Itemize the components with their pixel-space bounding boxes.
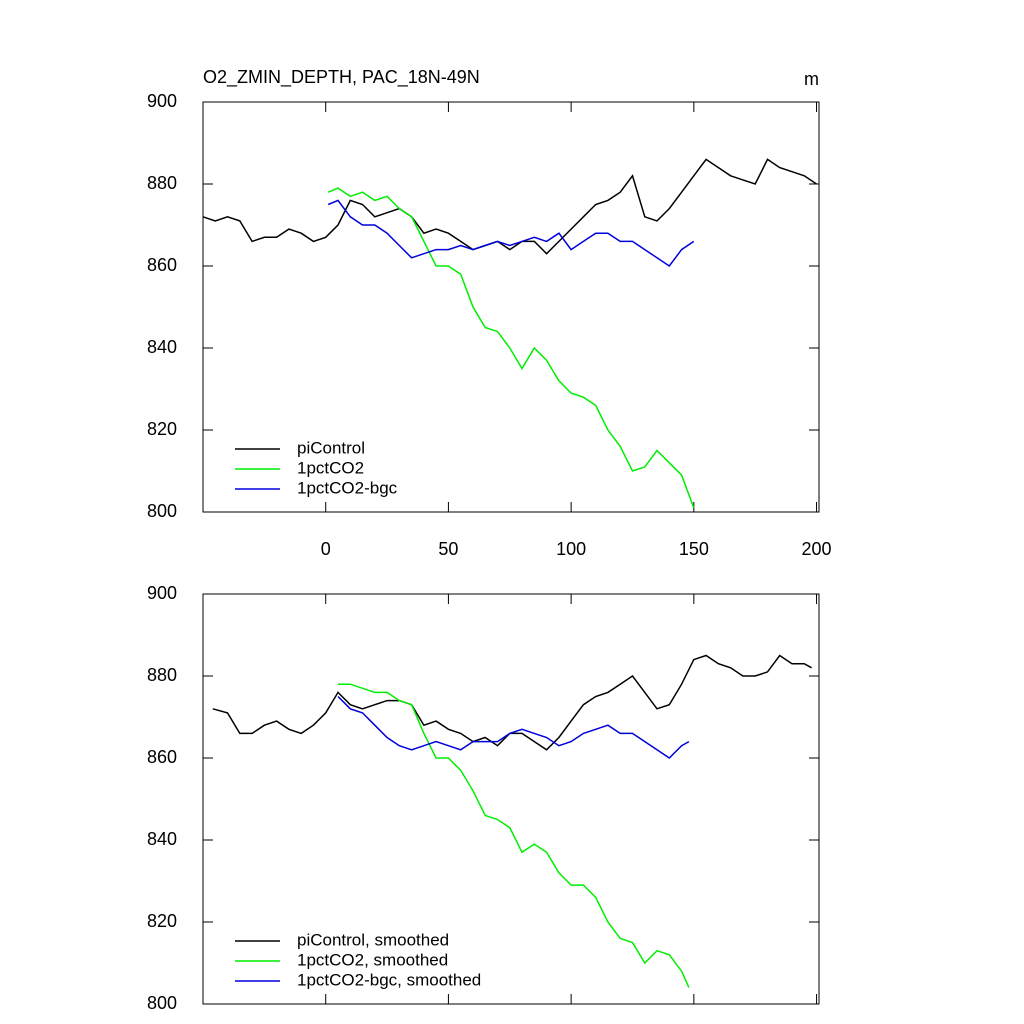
y-tick-label: 880 [147,173,177,193]
y-tick-label: 860 [147,747,177,767]
y-tick-label: 860 [147,255,177,275]
legend-label: 1pctCO2, smoothed [297,950,448,969]
plot-frame [202,101,820,513]
x-tick-label: 0 [321,539,331,559]
chart-title: O2_ZMIN_DEPTH, PAC_18N-49N [203,67,480,88]
data-line [212,654,812,751]
x-tick-label: 50 [438,539,458,559]
y-tick-label: 800 [147,993,177,1013]
data-line [337,695,690,759]
legend-label: 1pctCO2-bgc [297,478,398,497]
y-tick-label: 820 [147,419,177,439]
y-tick-label: 820 [147,911,177,931]
legend-label: piControl [297,438,365,457]
x-tick-label: 100 [556,539,586,559]
y-tick-label: 880 [147,665,177,685]
units-label: m [804,69,819,89]
x-tick-label: 200 [802,539,832,559]
data-line [338,683,690,988]
legend-label: 1pctCO2 [297,458,364,477]
y-tick-label: 840 [147,829,177,849]
plot-frame [202,593,820,1005]
y-tick-label: 840 [147,337,177,357]
x-tick-label: 150 [679,539,709,559]
data-line [327,199,695,268]
y-tick-label: 800 [147,501,177,521]
legend-label: piControl, smoothed [297,930,449,949]
data-line [202,158,817,255]
data-line [327,187,695,509]
y-tick-label: 900 [147,583,177,603]
y-tick-label: 900 [147,91,177,111]
legend-label: 1pctCO2-bgc, smoothed [297,970,481,989]
